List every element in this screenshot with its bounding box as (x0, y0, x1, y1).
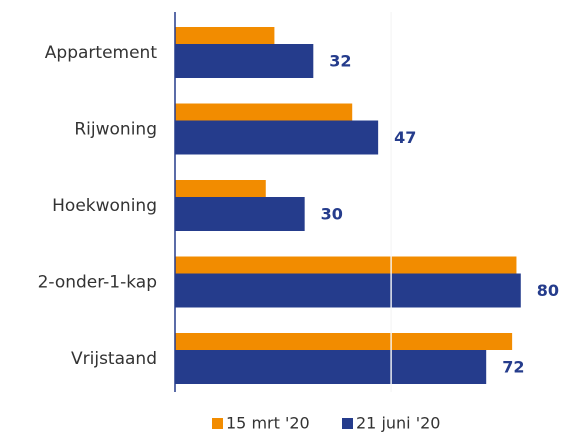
y-tick-label: Hoekwoning (52, 196, 157, 216)
bar (175, 27, 275, 44)
data-label: 32 (329, 52, 351, 71)
bar (175, 180, 266, 197)
legend-label: 21 juni '20 (356, 414, 440, 433)
data-label: 47 (394, 128, 416, 147)
data-label: 72 (502, 358, 524, 377)
legend-swatch (212, 418, 223, 429)
y-tick-label: 2-onder-1-kap (38, 273, 157, 293)
bar (175, 350, 487, 384)
bar (175, 197, 305, 231)
data-label: 30 (321, 205, 343, 224)
y-tick-label: Vrijstaand (71, 349, 157, 369)
bar (175, 103, 353, 121)
bar (175, 44, 314, 78)
bar (175, 120, 379, 155)
data-label: 80 (537, 281, 559, 300)
y-tick-label: Rijwoning (74, 120, 157, 140)
bar (175, 256, 517, 274)
legend-label: 15 mrt '20 (226, 414, 310, 433)
y-tick-label: Appartement (45, 43, 158, 63)
legend-swatch (342, 418, 353, 429)
bar (175, 333, 513, 350)
bar (175, 273, 521, 308)
